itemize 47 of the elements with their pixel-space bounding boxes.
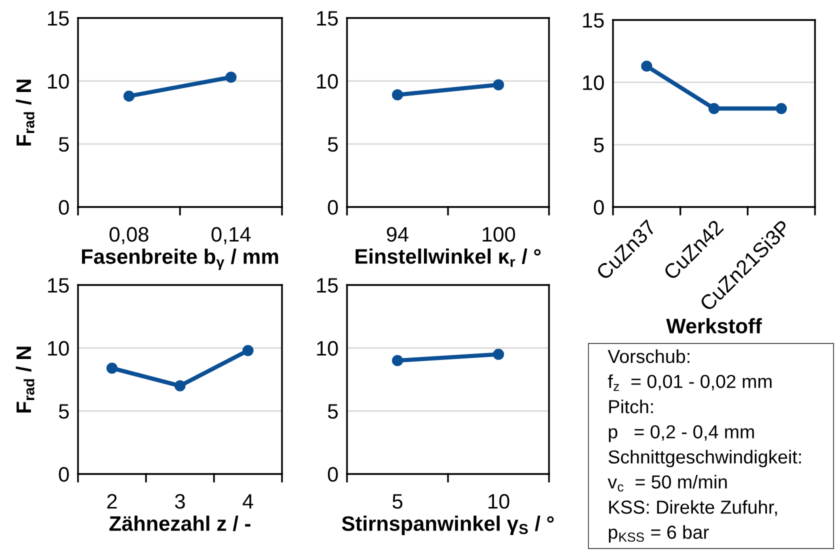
y-tick-label: 15 (583, 13, 604, 28)
x-tick-label: 0,08 (110, 226, 148, 244)
x-axis-title: Stirnspanwinkel γ$_{S}$ / ° (342, 516, 554, 536)
y-tick-label: 10 (583, 75, 604, 90)
x-tick-label: 94 (386, 226, 408, 242)
point (106, 362, 118, 374)
point (174, 380, 186, 392)
y-tick-label: 10 (48, 341, 69, 356)
x-axis-title: Zähnezahl z / - (109, 516, 250, 532)
x-tick-label: 4 (242, 494, 254, 509)
text: Pitch: (609, 400, 653, 414)
y-tick-label: 5 (328, 137, 338, 152)
y-tick-label: 10 (48, 74, 69, 89)
x-axis-title: Fasenbreite b$_{γ}$ / mm (82, 248, 278, 270)
y-tick-label: 10 (317, 341, 338, 356)
text: KSS: Direkte Zufuhr, (609, 500, 777, 516)
y-tick-label: 0 (328, 200, 338, 215)
y-tick-label: 15 (48, 11, 69, 26)
y-tick-label: 15 (317, 11, 338, 26)
y-tick-label: 15 (48, 278, 69, 293)
y-tick-label: 15 (317, 278, 338, 293)
y-tick-label: 0 (328, 467, 338, 482)
y-tick-label: 0 (594, 200, 604, 215)
y-tick-label: 0 (58, 467, 69, 482)
y-tick-label: 5 (594, 138, 604, 152)
x-tick-label: 2 (107, 494, 117, 509)
text: v$_{c}$ = 50 m/min (608, 474, 727, 492)
y-tick-label: 5 (58, 137, 69, 152)
x-tick-label: 0,14 (212, 226, 251, 244)
y-tick-label: 0 (58, 200, 69, 215)
x-tick-label: 5 (392, 494, 402, 509)
x-tick-label: 3 (175, 494, 185, 509)
y-axis-title: F$_{rad}$ / N (16, 80, 34, 146)
x-axis-title: Werkstoff (666, 318, 762, 334)
x-axis-title: Einstellwinkel κ$_{r}$ / ° (356, 248, 541, 267)
text: Schnittgeschwindigkeit: (608, 450, 801, 468)
y-tick-label: 5 (328, 404, 338, 419)
x-tick-label: 10 (488, 494, 510, 509)
y-axis-title: F$_{rad}$ / N (16, 346, 34, 412)
text: p$_{KSS}$ = 6 bar (608, 525, 709, 543)
text: p = 0,2 - 0,4 mm (608, 425, 754, 442)
x-tick-label: 100 (482, 226, 516, 242)
y-tick-label: 10 (317, 74, 338, 89)
text: f$_{z}$ = 0,01 - 0,02 mm (608, 374, 772, 391)
y-tick-label: 5 (58, 404, 69, 419)
text: Vorschub: (608, 349, 690, 364)
point (242, 344, 254, 356)
